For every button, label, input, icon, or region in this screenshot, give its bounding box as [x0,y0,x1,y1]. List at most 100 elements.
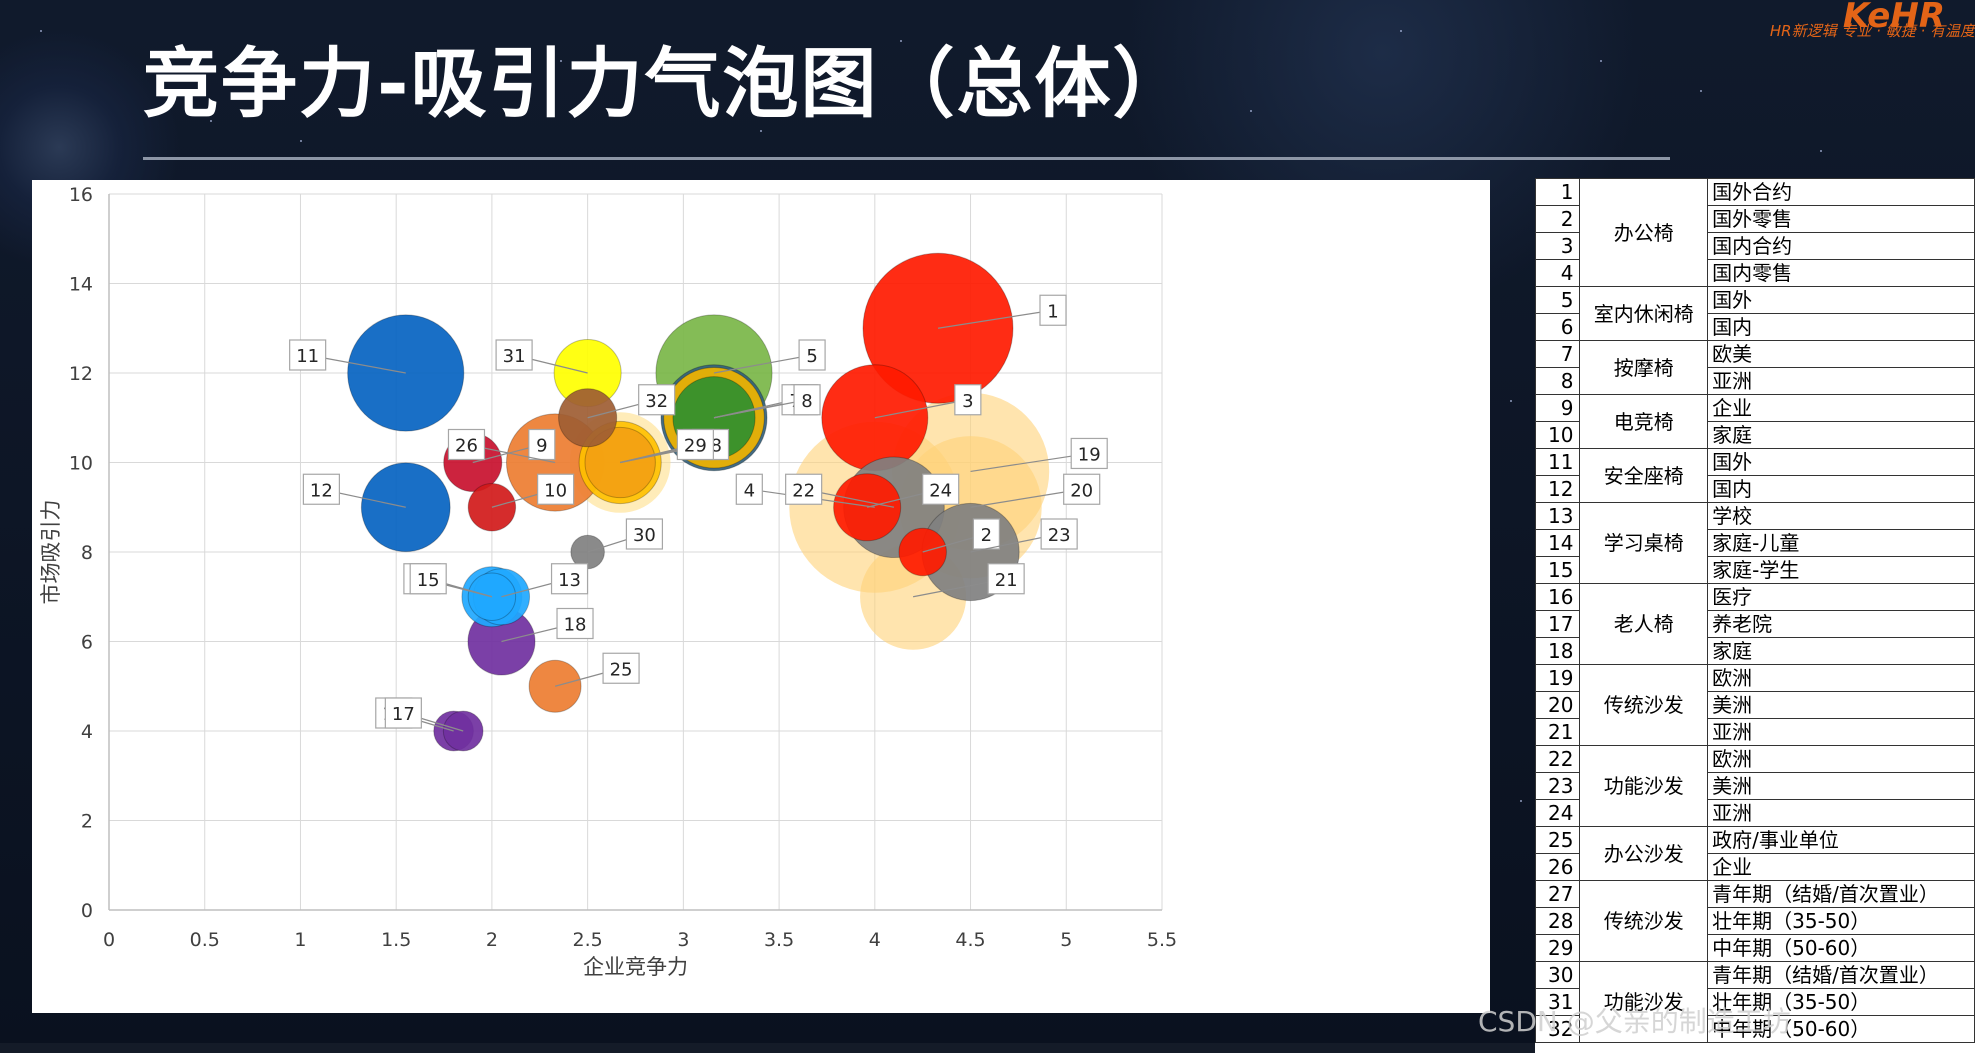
legend-row: 19 传统沙发 欧洲 [1535,664,1975,746]
bubble-label-24: 24 [929,480,952,501]
bubble-label-11: 11 [296,346,319,367]
legend-number: 12 [1535,475,1581,503]
legend-row: 31 壮年期（35-50） [1535,988,1975,1016]
label-box-26 [447,428,486,461]
bubble-label-22: 22 [792,480,815,501]
legend-subcategory: 家庭-儿童 [1707,529,1975,557]
bubble-label-32: 32 [645,391,668,412]
x-tick-label: 0.5 [190,929,220,951]
legend-subcategory: 国内 [1707,475,1975,503]
legend-number: 21 [1535,718,1581,746]
legend-row: 20 美洲 [1535,691,1975,719]
legend-number: 10 [1535,421,1581,449]
label-box-8 [793,384,821,416]
star [1700,90,1702,92]
bubble-label-21: 21 [995,570,1018,591]
legend-number: 1 [1535,178,1581,206]
y-tick-label: 16 [69,184,93,206]
legend-number: 4 [1535,259,1581,287]
bubble-label-30: 30 [633,525,656,546]
label-box-13 [550,563,589,595]
legend-category: 传统沙发 [1579,880,1709,962]
bubble-label-5: 5 [806,346,817,367]
legend-row: 11 安全座椅 国外 [1535,448,1975,503]
legend-number: 30 [1535,961,1581,989]
bubble-label-19: 19 [1078,444,1101,465]
legend-subcategory: 亚洲 [1707,718,1975,746]
legend-table-panel: 1 办公椅 国外合约 2 国外零售 3 国内合约 4 国内零售 5 室内休闲椅 国外 6 国内 7 按摩椅 欧美… [1535,178,1975,1053]
star [300,140,302,142]
star [1600,60,1602,62]
legend-row: 27 传统沙发 青年期（结婚/首次置业） [1535,880,1975,962]
legend-subcategory: 亚洲 [1707,367,1975,395]
legend-number: 13 [1535,502,1581,530]
legend-row: 17 养老院 [1535,610,1975,638]
legend-row: 10 家庭 [1535,421,1975,449]
label-box-12 [302,473,340,505]
y-tick-label: 4 [81,721,93,743]
label-leader-19 [970,452,1090,473]
x-tick-label: 4.5 [955,929,985,951]
legend-row: 5 室内休闲椅 国外 [1535,286,1975,341]
legend-subcategory: 企业 [1707,853,1975,881]
bubble-label-31: 31 [503,346,526,367]
y-tick-label: 8 [81,542,93,564]
star [1820,150,1822,152]
label-box-2 [972,518,1000,550]
x-tick-label: 0 [103,929,115,951]
legend-number: 2 [1535,205,1581,233]
slide-title: 竞争力-吸引力气泡图（总体） [143,39,1191,128]
legend-subcategory: 欧洲 [1707,664,1975,692]
legend-subcategory: 欧美 [1707,340,1975,368]
legend-category: 传统沙发 [1579,664,1709,746]
legend-number: 23 [1535,772,1581,800]
label-box-20 [1063,473,1101,505]
legend-category: 办公椅 [1579,178,1709,287]
legend-subcategory: 家庭 [1707,421,1975,449]
star [1510,400,1512,402]
legend-number: 27 [1535,880,1581,908]
star [210,120,212,122]
star [900,40,902,42]
legend-table: 1 办公椅 国外合约 2 国外零售 3 国内合约 4 国内零售 5 室内休闲椅 国外 6 国内 7 按摩椅 欧美… [1535,178,1975,1043]
y-tick-label: 2 [81,811,93,833]
legend-category: 办公沙发 [1579,826,1709,881]
taskbar-strip [0,1043,1535,1053]
legend-subcategory: 壮年期（35-50） [1707,907,1975,935]
bubble-label-20: 20 [1070,480,1093,501]
legend-number: 29 [1535,934,1581,962]
legend-category: 按摩椅 [1579,340,1709,395]
label-box-23 [1040,518,1078,550]
bubble-chart-svg: 0 0.5 1 1.5 2 2.5 3 3.5 4 4.5 5 5.50246810121416企业竞… [39,184,1177,979]
bubble-label-12: 12 [310,480,333,501]
legend-row: 9 电竞椅 企业 [1535,394,1975,449]
x-tick-label: 3 [677,929,689,951]
legend-number: 28 [1535,907,1581,935]
legend-row: 30 功能沙发 青年期（结婚/首次置业） [1535,961,1975,1043]
legend-number: 31 [1535,988,1581,1016]
logo-subtext: HR新逻辑 专业 · 敏捷 · 有温度 [1769,22,1975,40]
legend-number: 5 [1535,286,1581,314]
star [760,130,762,132]
legend-row: 6 国内 [1535,313,1975,341]
legend-number: 32 [1535,1015,1581,1043]
legend-subcategory: 中年期（50-60） [1707,934,1975,962]
x-tick-label: 3.5 [764,929,794,951]
legend-number: 7 [1535,340,1581,368]
legend-row: 29 中年期（50-60） [1535,934,1975,962]
label-box-29 [676,428,714,461]
legend-row: 32 中年期（50-60） [1535,1015,1975,1043]
legend-subcategory: 养老院 [1707,610,1975,638]
bubble-label-23: 23 [1048,525,1071,546]
legend-number: 22 [1535,745,1581,773]
x-axis-title: 企业竞争力 [583,955,688,979]
label-leader-5 [713,354,813,374]
legend-number: 16 [1535,583,1581,611]
legend-row: 4 国内零售 [1535,259,1975,287]
bubble-label-15: 15 [417,570,440,591]
legend-number: 18 [1535,637,1581,665]
legend-subcategory: 青年期（结婚/首次置业） [1707,880,1975,908]
legend-subcategory: 学校 [1707,502,1975,530]
y-tick-label: 12 [69,363,93,385]
label-box-22 [785,473,823,505]
